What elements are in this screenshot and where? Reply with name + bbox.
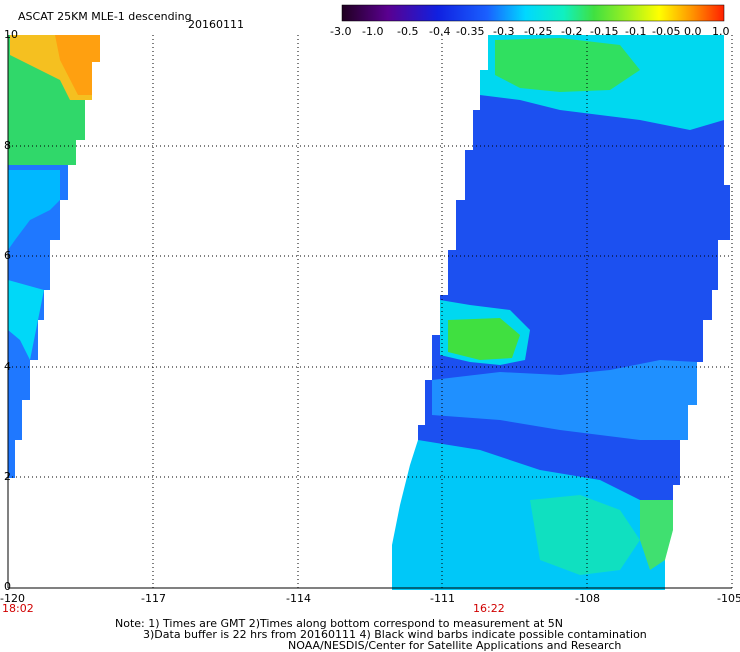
x-tick: -117 xyxy=(141,592,166,605)
colorbar xyxy=(341,4,725,22)
figure-title: ASCAT 25KM MLE-1 descending xyxy=(18,10,192,23)
colorbar-tick: -1.0 xyxy=(362,25,384,38)
right-swath xyxy=(392,35,730,590)
figure-date: 20160111 xyxy=(188,18,244,31)
x-tick: -114 xyxy=(286,592,311,605)
colorbar-tick: -0.3 xyxy=(493,25,515,38)
footer-note-2: 3)Data buffer is 22 hrs from 20160111 4)… xyxy=(143,628,647,641)
y-tick: 8 xyxy=(4,139,11,152)
left-swath xyxy=(8,35,100,478)
y-tick: 6 xyxy=(4,249,11,262)
y-tick: 2 xyxy=(4,470,11,483)
x-tick: -120 xyxy=(0,592,25,605)
colorbar-tick: -0.05 xyxy=(652,25,681,38)
left-pass-time: 18:02 xyxy=(2,602,34,615)
colorbar-tick: -0.5 xyxy=(397,25,419,38)
y-tick: 4 xyxy=(4,360,11,373)
colorbar-tick: -0.25 xyxy=(524,25,553,38)
colorbar-tick: 0.0 xyxy=(684,25,702,38)
x-tick: -108 xyxy=(575,592,600,605)
footer-note-1: Note: 1) Times are GMT 2)Times along bot… xyxy=(115,617,563,630)
y-tick: 0 xyxy=(4,580,11,593)
y-tick: 10 xyxy=(4,28,18,41)
x-tick: -111 xyxy=(430,592,455,605)
x-tick: -105 xyxy=(717,592,740,605)
colorbar-tick: -0.1 xyxy=(625,25,647,38)
right-pass-time: 16:22 xyxy=(473,602,505,615)
colorbar-tick: -0.2 xyxy=(561,25,583,38)
colorbar-tick: -0.4 xyxy=(429,25,451,38)
footer-credit: NOAA/NESDIS/Center for Satellite Applica… xyxy=(288,639,622,652)
colorbar-tick: -3.0 xyxy=(330,25,352,38)
plot-frame xyxy=(7,35,732,589)
grid-lines xyxy=(8,35,733,588)
colorbar-tick: -0.15 xyxy=(590,25,619,38)
colorbar-tick: -0.35 xyxy=(456,25,485,38)
colorbar-tick: 1.0 xyxy=(712,25,730,38)
